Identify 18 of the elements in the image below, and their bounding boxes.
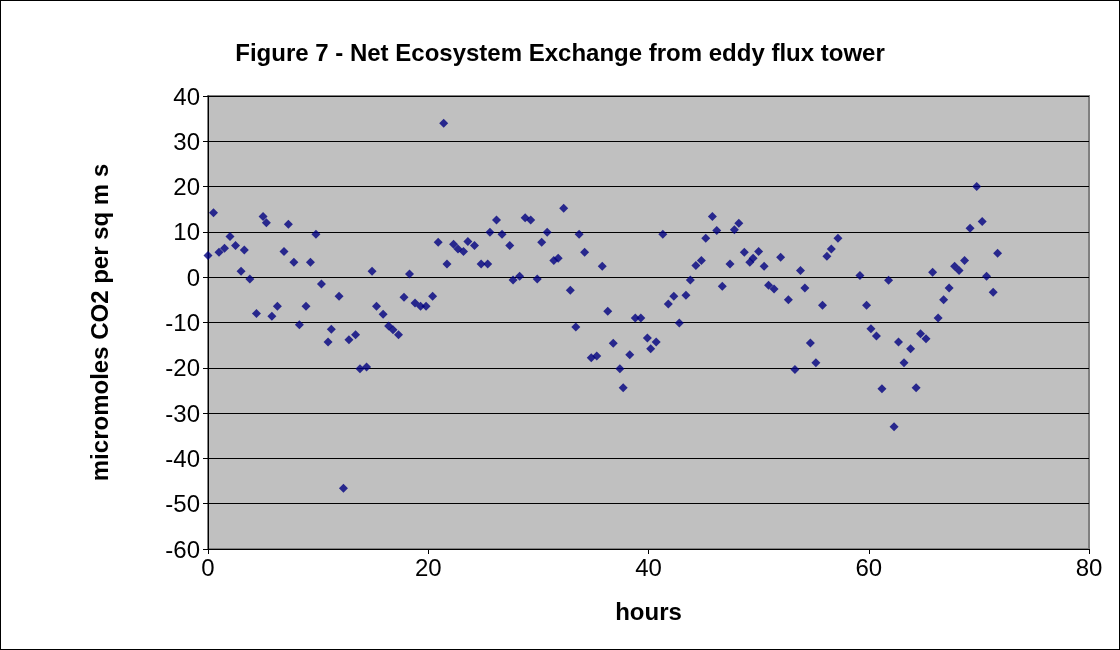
x-tick-label: 20 [414, 553, 442, 581]
y-tick-label: -20 [165, 354, 200, 382]
x-axis-title: hours [615, 597, 682, 625]
y-tick-label: -60 [165, 535, 200, 563]
y-tick-label: -30 [165, 399, 200, 427]
x-tick-label: 40 [635, 553, 662, 581]
x-tick-label: 60 [855, 553, 883, 581]
y-tick-label: -50 [165, 490, 200, 518]
y-tick-label: 10 [173, 218, 200, 246]
x-tick-label: 80 [1075, 553, 1103, 581]
chart-title: Figure 7 - Net Ecosystem Exchange from eddy flux tower [235, 38, 885, 66]
y-tick-label: -10 [165, 309, 200, 336]
y-tick-label: 40 [173, 82, 200, 110]
y-tick-label: 30 [173, 127, 200, 155]
y-tick-label: -40 [165, 444, 200, 472]
y-axis-title: micromoles CO2 per sq m s [85, 163, 113, 482]
y-tick-label: 20 [173, 173, 200, 201]
y-tick-label: 0 [186, 263, 200, 291]
